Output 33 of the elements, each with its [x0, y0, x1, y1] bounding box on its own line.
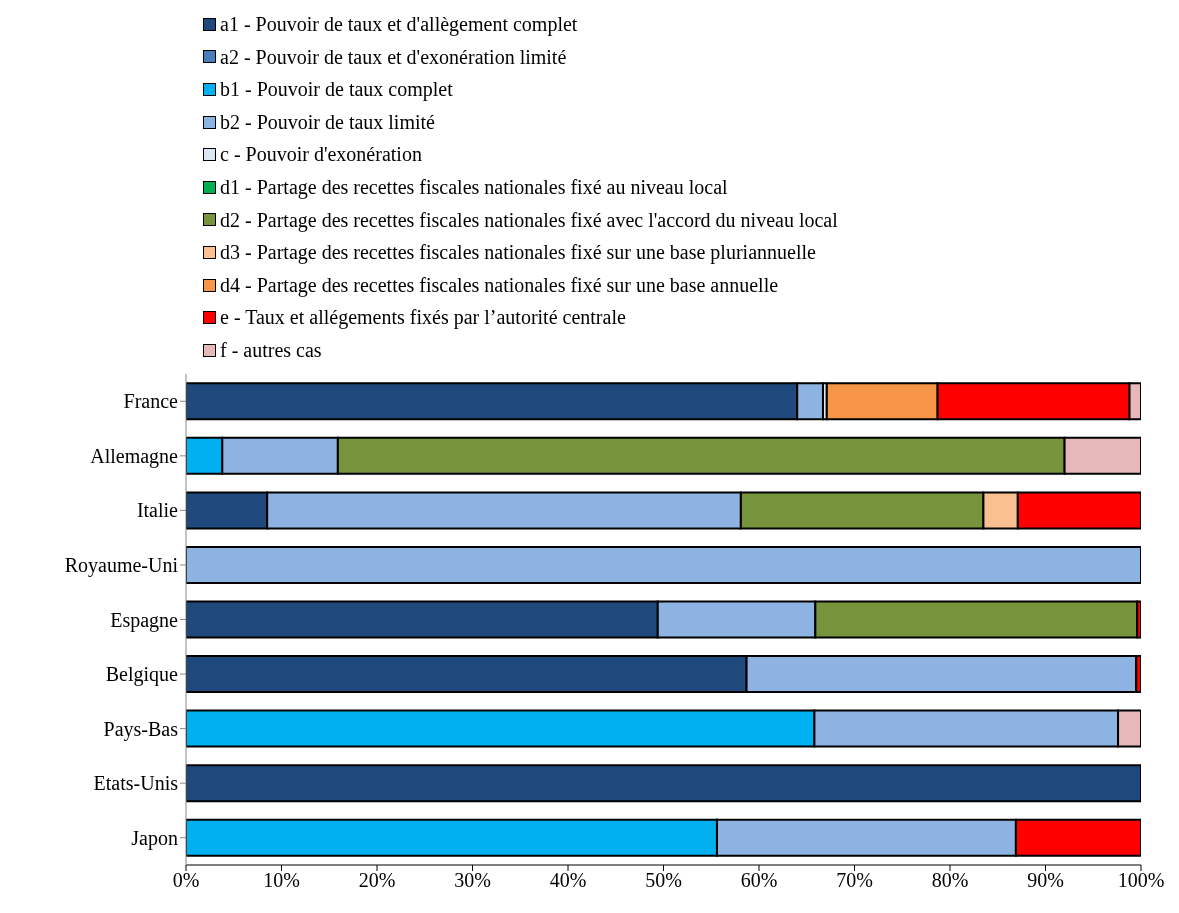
legend-label: d3 - Partage des recettes fiscales nationales fixé sur une base pluriannuelle	[220, 240, 816, 266]
bar	[186, 764, 1141, 803]
x-tick-label: 50%	[645, 869, 682, 892]
x-tick-label: 100%	[1117, 869, 1165, 892]
x-tick-label: 10%	[263, 869, 300, 892]
x-tick-label: 90%	[1027, 869, 1064, 892]
y-tick-label: Belgique	[105, 663, 179, 687]
legend-label: f - autres cas	[220, 337, 322, 363]
legend-label: b1 - Pouvoir de taux complet	[220, 77, 453, 103]
legend-label: a2 - Pouvoir de taux et d'exonération limité	[220, 44, 567, 70]
y-tick-label: Italie	[136, 499, 179, 522]
y-tick-label: France	[123, 390, 179, 413]
bar	[186, 545, 1141, 584]
x-tick-label: 70%	[836, 869, 873, 892]
legend-label: d4 - Partage des recettes fiscales nationales fixé sur une base annuelle	[220, 272, 779, 299]
x-tick-label: 20%	[358, 869, 396, 892]
legend-label: c - Pouvoir d'exonération	[220, 142, 422, 168]
x-tick-label: 30%	[454, 869, 491, 892]
legend-label: e - Taux et allégements fixés par l’autorité centrale	[220, 305, 626, 331]
y-tick-label: Espagne	[110, 608, 179, 632]
legend-label: d1 - Partage des recettes fiscales nationales fixé au niveau local	[220, 174, 728, 201]
legend-label: d2 - Partage des recettes fiscales nationales fixé avec l'accord du niveau local	[220, 207, 838, 234]
legend-label: a1 - Pouvoir de taux et d'allègement complet	[220, 12, 578, 38]
x-tick-label: 60%	[740, 869, 778, 892]
x-tick-label: 0%	[172, 869, 200, 892]
x-tick-label: 80%	[931, 869, 969, 892]
y-tick-label: Royaume-Uni	[64, 554, 179, 578]
x-tick-label: 40%	[549, 869, 587, 892]
y-tick-label: Allemagne	[90, 444, 179, 468]
y-tick-label: Etats-Unis	[93, 772, 179, 795]
legend-label: b2 - Pouvoir de taux limité	[220, 109, 435, 135]
y-tick-label: Japon	[131, 826, 178, 850]
y-tick-label: Pays-Bas	[103, 717, 179, 741]
